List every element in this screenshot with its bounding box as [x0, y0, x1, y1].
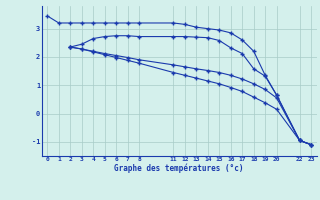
X-axis label: Graphe des températures (°c): Graphe des températures (°c) — [115, 164, 244, 173]
